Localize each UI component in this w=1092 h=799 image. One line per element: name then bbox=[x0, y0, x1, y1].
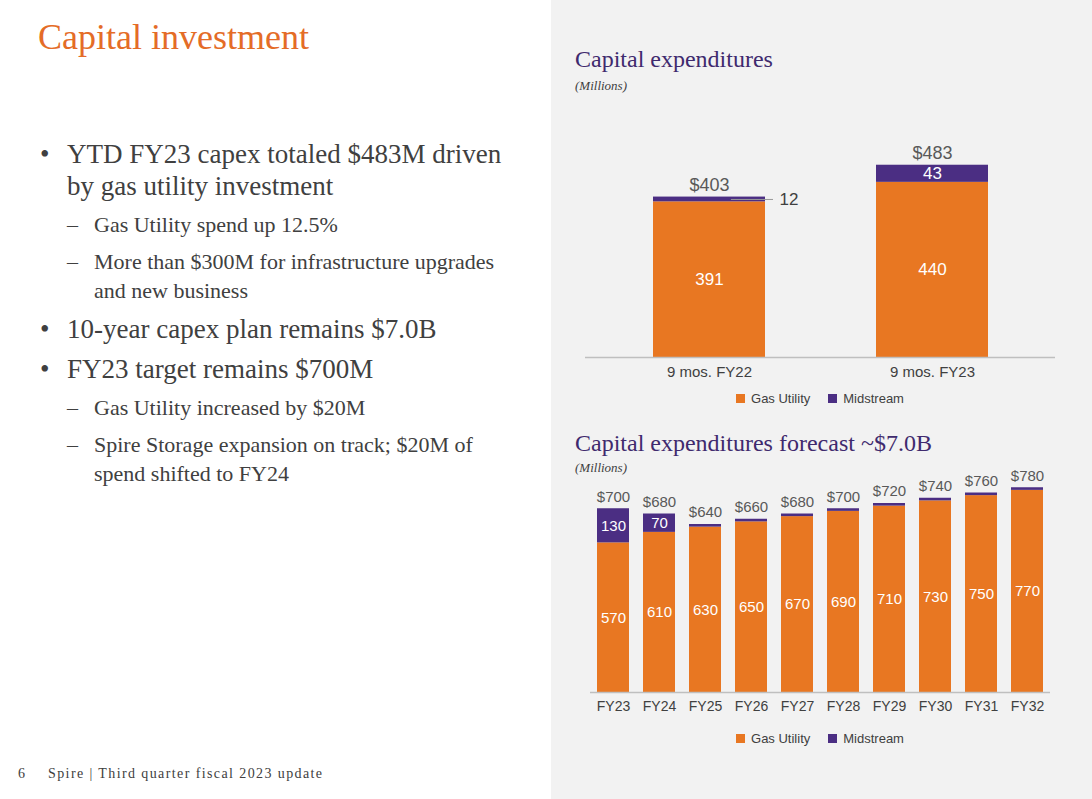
svg-text:730: 730 bbox=[923, 587, 948, 604]
html-text:Capital expenditures: Capital expenditures bbox=[575, 46, 773, 72]
html-text:Gas Utility: Gas Utility bbox=[751, 731, 811, 746]
svg-text:9 mos. FY23: 9 mos. FY23 bbox=[890, 363, 975, 380]
html-text:Gas Utility increased by $20M: Gas Utility increased by $20M bbox=[94, 395, 366, 420]
svg-text:130: 130 bbox=[601, 517, 626, 534]
svg-text:710: 710 bbox=[877, 590, 902, 607]
html-text:YTD FY23 capex totaled $483M d: YTD FY23 capex totaled $483M driven by g… bbox=[67, 139, 502, 201]
svg-text:750: 750 bbox=[969, 585, 994, 602]
html-text:Gas Utility: Gas Utility bbox=[751, 391, 811, 406]
svg-text:FY29: FY29 bbox=[873, 698, 907, 714]
html-text:FY23 target remains $700M: FY23 target remains $700M bbox=[67, 354, 374, 384]
svg-text:$483: $483 bbox=[912, 143, 952, 163]
svg-text:$403: $403 bbox=[689, 175, 729, 195]
svg-text:$760: $760 bbox=[965, 472, 998, 489]
svg-text:12: 12 bbox=[779, 190, 798, 209]
svg-text:630: 630 bbox=[693, 601, 718, 618]
svg-text:570: 570 bbox=[601, 608, 626, 625]
svg-text:FY26: FY26 bbox=[735, 698, 769, 714]
html-text:(Millions): (Millions) bbox=[575, 78, 627, 93]
svg-text:FY28: FY28 bbox=[827, 698, 861, 714]
html-text:Capital expenditures forecast: Capital expenditures forecast ~$7.0B bbox=[575, 430, 932, 456]
svg-text:650: 650 bbox=[739, 598, 764, 615]
svg-text:43: 43 bbox=[923, 164, 942, 183]
html-text:Gas Utility spend up 12.5%: Gas Utility spend up 12.5% bbox=[94, 212, 338, 237]
svg-text:FY32: FY32 bbox=[1011, 698, 1045, 714]
html-text:Spire | Third quarter fiscal 2: Spire | Third quarter fiscal 2023 update bbox=[48, 766, 324, 781]
html-text:Midstream: Midstream bbox=[843, 391, 904, 406]
html-text:Spire Storage expansion on tra: Spire Storage expansion on track; $20M o… bbox=[94, 432, 473, 486]
svg-text:$680: $680 bbox=[781, 493, 814, 510]
svg-text:$700: $700 bbox=[597, 488, 630, 505]
svg-text:391: 391 bbox=[695, 270, 723, 289]
html-text:(Millions): (Millions) bbox=[575, 460, 627, 475]
svg-text:$640: $640 bbox=[689, 503, 722, 520]
svg-text:$720: $720 bbox=[873, 482, 906, 499]
svg-text:FY31: FY31 bbox=[965, 698, 999, 714]
svg-text:$660: $660 bbox=[735, 498, 768, 515]
svg-text:610: 610 bbox=[647, 603, 672, 620]
svg-text:$780: $780 bbox=[1011, 467, 1044, 484]
svg-text:670: 670 bbox=[785, 595, 810, 612]
svg-text:FY30: FY30 bbox=[919, 698, 953, 714]
html-text:10-year capex plan remains $7.: 10-year capex plan remains $7.0B bbox=[67, 314, 437, 344]
svg-text:$680: $680 bbox=[643, 493, 676, 510]
svg-text:770: 770 bbox=[1015, 582, 1040, 599]
svg-text:FY24: FY24 bbox=[643, 698, 677, 714]
svg-text:FY23: FY23 bbox=[597, 698, 631, 714]
svg-text:FY25: FY25 bbox=[689, 698, 723, 714]
svg-text:70: 70 bbox=[651, 514, 668, 531]
svg-text:690: 690 bbox=[831, 593, 856, 610]
svg-text:FY27: FY27 bbox=[781, 698, 815, 714]
html-text:Capital investment: Capital investment bbox=[38, 17, 309, 57]
svg-text:$740: $740 bbox=[919, 477, 952, 494]
html-text:6: 6 bbox=[18, 766, 27, 781]
html-text:Midstream: Midstream bbox=[843, 731, 904, 746]
svg-text:9 mos. FY22: 9 mos. FY22 bbox=[667, 363, 752, 380]
html-text:More than $300M for infrastruc: More than $300M for infrastructure upgra… bbox=[94, 249, 495, 303]
svg-text:$700: $700 bbox=[827, 488, 860, 505]
svg-text:440: 440 bbox=[918, 260, 946, 279]
